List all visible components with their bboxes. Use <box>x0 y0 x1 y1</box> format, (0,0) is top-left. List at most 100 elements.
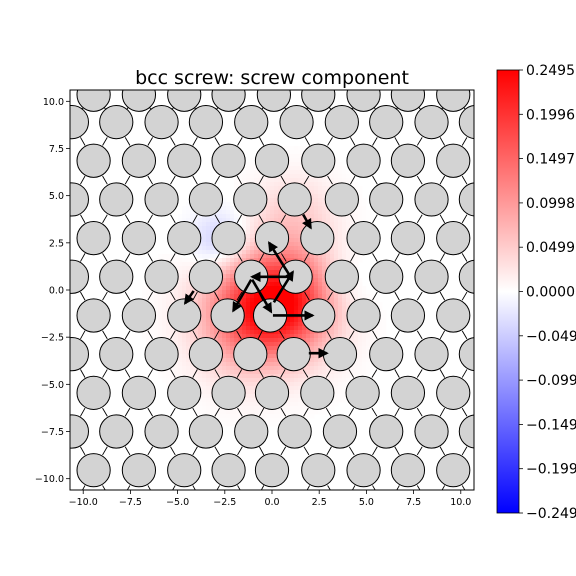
heat-cell <box>326 366 331 371</box>
heat-cell <box>230 346 235 351</box>
heat-cell <box>258 366 263 371</box>
heat-cell <box>238 330 243 335</box>
heat-cell <box>338 238 343 243</box>
heat-cell <box>218 294 223 299</box>
heat-cell <box>330 250 335 255</box>
heat-cell <box>238 250 243 255</box>
heat-cell <box>246 178 251 183</box>
heat-cell <box>186 210 191 215</box>
heat-cell <box>322 270 327 275</box>
displacement-arrow <box>183 290 195 305</box>
heat-cell <box>182 286 187 291</box>
atom <box>300 375 335 410</box>
heat-cell <box>298 402 303 407</box>
heat-cell <box>266 270 271 275</box>
heat-cell <box>262 334 267 339</box>
heat-cell <box>354 362 359 367</box>
heat-cell <box>226 358 231 363</box>
quiver-faint-mark <box>394 369 400 378</box>
heat-cell <box>350 298 355 303</box>
heat-cell <box>274 182 279 187</box>
atom <box>144 104 179 140</box>
heat-cell <box>290 178 295 183</box>
quiver-faint-mark <box>371 407 378 417</box>
quiver-faint-mark <box>326 330 332 340</box>
quiver-faint-mark <box>192 175 198 185</box>
heat-cell <box>326 330 331 335</box>
heat-cell <box>234 294 239 299</box>
heat-cell <box>278 214 283 219</box>
heat-cell <box>186 290 191 295</box>
heat-cell <box>322 202 327 207</box>
heat-cell <box>206 254 211 259</box>
heat-cell <box>210 254 215 259</box>
heat-cell <box>266 258 271 263</box>
heat-cell <box>310 266 315 271</box>
heat-cell <box>338 390 343 395</box>
heat-cell <box>198 382 203 387</box>
heat-cell <box>178 218 183 223</box>
quiver-faint-mark <box>124 291 131 301</box>
heat-cell <box>206 326 211 331</box>
heat-cell <box>294 222 299 227</box>
heat-cell <box>330 178 335 183</box>
quiver-faint-mark <box>124 175 131 185</box>
heat-cell <box>334 174 339 179</box>
heat-cell <box>222 414 227 419</box>
heat-cell <box>338 298 343 303</box>
heat-cell <box>350 250 355 255</box>
heat-cell <box>154 302 159 307</box>
heat-cell <box>274 282 279 287</box>
heat-cell <box>342 242 347 247</box>
heat-cell <box>174 290 179 295</box>
heat-cell <box>334 214 339 219</box>
heat-cell <box>146 338 151 343</box>
heat-cell <box>290 174 295 179</box>
colorbar-ticks: 0.24950.19960.14970.09980.04990.0000−0.0… <box>519 63 576 522</box>
heat-cell <box>230 254 235 259</box>
heat-cell <box>262 178 267 183</box>
quiver-faint-mark <box>170 369 176 378</box>
heat-cell <box>322 206 327 211</box>
heat-cell <box>222 290 227 295</box>
heat-cell <box>306 290 311 295</box>
heat-cell <box>178 290 183 295</box>
quiver-faint-mark <box>350 137 356 146</box>
heat-cell <box>210 378 215 383</box>
heat-cell <box>186 274 191 279</box>
heat-cell <box>350 370 355 375</box>
heat-cell <box>186 214 191 219</box>
heat-cell <box>254 406 259 411</box>
heat-cell <box>182 350 187 355</box>
heat-cell <box>334 390 339 395</box>
quiver-faint-mark <box>170 291 176 301</box>
heat-cell <box>258 334 263 339</box>
heat-cell <box>174 362 179 367</box>
heat-cell <box>238 290 243 295</box>
heat-cell <box>226 210 231 215</box>
heat-cell <box>298 258 303 263</box>
heat-cell <box>350 222 355 227</box>
heat-cell <box>262 174 267 179</box>
heat-cell <box>214 222 219 227</box>
heat-cell <box>354 374 359 379</box>
heat-cell <box>318 342 323 347</box>
heat-cell <box>326 214 331 219</box>
heat-cell <box>218 418 223 423</box>
heat-cell <box>174 334 179 339</box>
heat-cell <box>218 406 223 411</box>
heat-cell <box>174 366 179 371</box>
quiver-faint-mark <box>350 214 356 224</box>
heat-cell <box>326 286 331 291</box>
heat-cell <box>146 334 151 339</box>
heat-cell <box>230 410 235 415</box>
quiver-faint-mark <box>326 446 332 456</box>
heat-cell <box>294 218 299 223</box>
heat-cell <box>318 178 323 183</box>
quiver-faint-mark <box>439 369 446 378</box>
heat-cell <box>274 422 279 427</box>
heat-cell <box>250 218 255 223</box>
quiver-faint-mark <box>279 330 285 340</box>
heat-cell <box>294 254 299 259</box>
heat-cell <box>150 326 155 331</box>
